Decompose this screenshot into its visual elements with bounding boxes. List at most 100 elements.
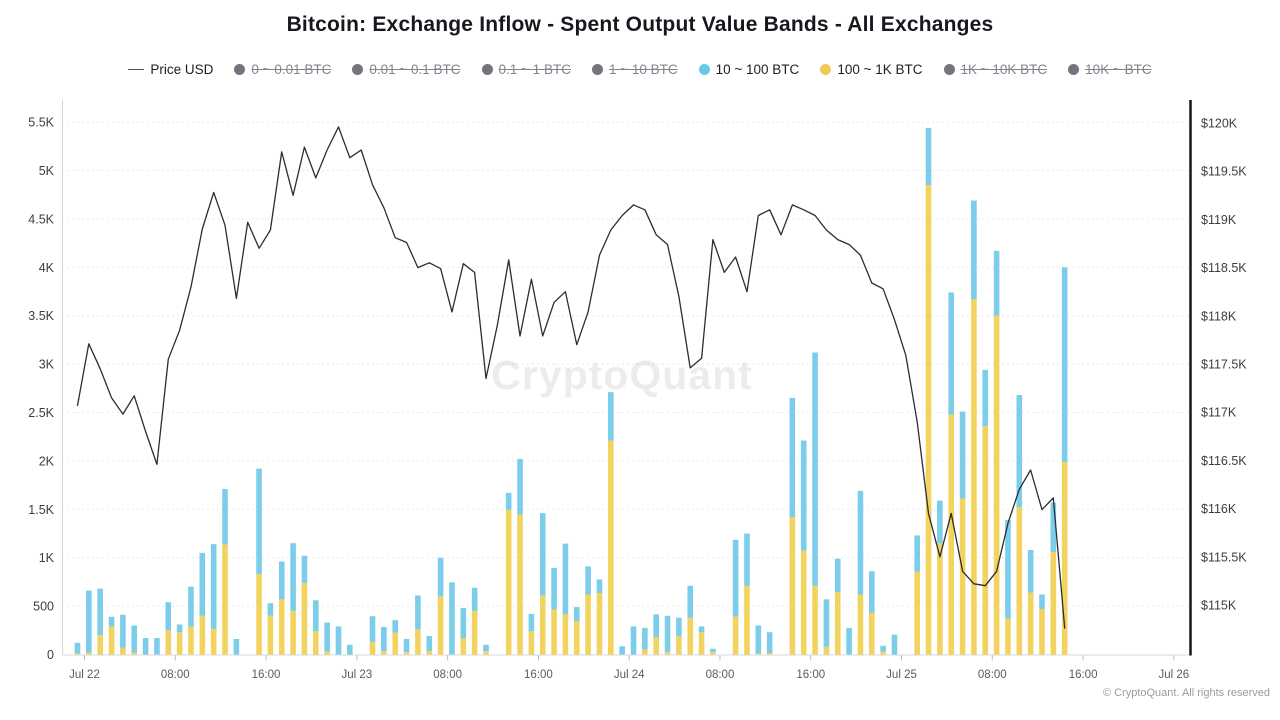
legend-item-0-0-01-btc[interactable]: 0 ~ 0.01 BTC <box>234 62 331 77</box>
series-dot-icon <box>591 64 603 75</box>
series-dot-icon <box>698 64 710 75</box>
legend-item-price-usd[interactable]: Price USD <box>128 62 213 77</box>
bar-10-100-btc <box>210 544 217 629</box>
left-axis-tick-label: 3.5K <box>28 309 54 323</box>
x-axis-tick-label: Jul 24 <box>614 669 645 681</box>
legend-item-10k-btc[interactable]: 10K ~ BTC <box>1068 62 1152 77</box>
bar-100-1k-btc <box>483 651 489 655</box>
bar-10-100-btc <box>562 543 569 615</box>
legend-item-1-10-btc[interactable]: 1 ~ 10 BTC <box>591 62 678 77</box>
bar-100-1k-btc <box>857 594 864 655</box>
bar-100-1k-btc <box>381 651 387 655</box>
legend-item-0-01-0-1-btc[interactable]: 0.01 ~ 0.1 BTC <box>352 62 461 77</box>
chart-legend: Price USD 0 ~ 0.01 BTC 0.01 ~ 0.1 BTC 0.1 ~… <box>0 62 1280 77</box>
bar-100-1k-btc <box>573 621 580 655</box>
bar-100-1k-btc <box>812 585 818 655</box>
bar-100-1k-btc <box>165 630 172 655</box>
series-dot-icon <box>820 64 832 75</box>
x-axis-tick-label: Jul 25 <box>886 669 917 681</box>
bar-10-100-btc <box>369 616 376 642</box>
bar-10-100-btc <box>165 602 172 631</box>
bar-10-100-btc <box>1050 502 1057 552</box>
bar-10-100-btc <box>312 600 319 632</box>
series-dot-icon <box>234 64 246 75</box>
bar-10-100-btc <box>823 599 830 647</box>
bar-100-1k-btc <box>403 652 410 655</box>
bar-100-1k-btc <box>369 641 376 655</box>
bar-100-1k-btc <box>176 632 183 655</box>
bar-100-1k-btc <box>517 514 523 655</box>
bar-100-1k-btc <box>426 651 433 655</box>
bar-10-100-btc <box>233 639 240 655</box>
right-axis-tick-label: $117.5K <box>1201 358 1247 372</box>
left-axis-tick-label: 1K <box>39 551 55 565</box>
bar-10-100-btc <box>256 468 262 575</box>
bar-100-1k-btc <box>698 632 705 655</box>
bar-10-100-btc <box>505 492 512 510</box>
bar-10-100-btc <box>676 617 682 637</box>
x-axis-tick-label: 16:00 <box>1069 669 1098 681</box>
bar-10-100-btc <box>471 587 478 611</box>
bar-10-100-btc <box>914 535 920 572</box>
bar-100-1k-btc <box>415 629 421 655</box>
left-axis-tick-label: 4.5K <box>28 212 54 226</box>
page-title: Bitcoin: Exchange Inflow - Spent Output … <box>286 13 994 36</box>
bar-10-100-btc <box>222 488 228 545</box>
bar-100-1k-btc <box>744 585 750 655</box>
bar-10-100-btc <box>176 624 183 633</box>
bar-100-1k-btc <box>1039 609 1045 655</box>
bar-10-100-btc <box>131 625 138 653</box>
bar-10-100-btc <box>834 558 841 593</box>
x-axis-tick-label: 08:00 <box>433 669 462 681</box>
legend-item-0-1-1-btc[interactable]: 0.1 ~ 1 BTC <box>481 62 571 77</box>
bar-10-100-btc <box>573 607 580 622</box>
bar-10-100-btc <box>653 614 659 638</box>
bar-10-100-btc <box>755 625 762 654</box>
bar-100-1k-btc <box>256 574 262 655</box>
bar-10-100-btc <box>766 632 773 654</box>
left-axis-tick-label: 5.5K <box>28 116 54 130</box>
right-axis-tick-label: $115K <box>1201 599 1237 613</box>
bar-100-1k-btc <box>222 544 228 655</box>
bar-100-1k-btc <box>505 509 512 655</box>
bar-10-100-btc <box>392 620 399 633</box>
bar-100-1k-btc <box>188 626 194 655</box>
left-axis-tick-label: 0 <box>47 648 54 662</box>
bar-100-1k-btc <box>653 637 659 655</box>
bar-10-100-btc <box>993 250 1000 316</box>
legend-item-10-100-btc[interactable]: 10 ~ 100 BTC <box>698 62 799 77</box>
bar-10-100-btc <box>97 588 103 636</box>
bar-100-1k-btc <box>834 592 841 655</box>
bar-10-100-btc <box>290 543 296 611</box>
bar-100-1k-btc <box>1027 592 1034 655</box>
bar-100-1k-btc <box>959 498 966 655</box>
bar-10-100-btc <box>460 608 467 639</box>
left-axis-tick-label: 2K <box>39 454 55 468</box>
bar-10-100-btc <box>86 590 92 653</box>
price-usd-line <box>76 126 1066 629</box>
legend-item-1k-10k-btc[interactable]: 1K ~ 10K BTC <box>943 62 1047 77</box>
left-axis-tick-label: 3K <box>39 358 55 372</box>
bar-10-100-btc <box>619 646 625 655</box>
bar-100-1k-btc <box>993 315 1000 655</box>
right-axis-tick-label: $116K <box>1201 502 1237 516</box>
bar-100-1k-btc <box>1016 507 1023 655</box>
bar-10-100-btc <box>483 644 489 652</box>
bar-100-1k-btc <box>471 610 478 655</box>
bar-100-1k-btc <box>74 653 81 655</box>
bar-100-1k-btc <box>290 610 296 655</box>
bar-10-100-btc <box>891 634 898 655</box>
bar-100-1k-btc <box>528 631 535 655</box>
bar-10-100-btc <box>642 627 648 650</box>
bar-100-1k-btc <box>97 635 103 655</box>
bar-100-1k-btc <box>562 614 569 655</box>
series-dot-icon <box>481 64 493 75</box>
legend-item-100-1k-btc[interactable]: 100 ~ 1K BTC <box>820 62 923 77</box>
bar-10-100-btc <box>596 579 603 594</box>
legend-item-label: 10K ~ BTC <box>1085 62 1152 77</box>
right-axis-tick-label: $118K <box>1201 309 1237 323</box>
bar-10-100-btc <box>608 392 614 441</box>
bar-100-1k-btc <box>210 628 217 655</box>
bar-10-100-btc <box>301 555 308 583</box>
